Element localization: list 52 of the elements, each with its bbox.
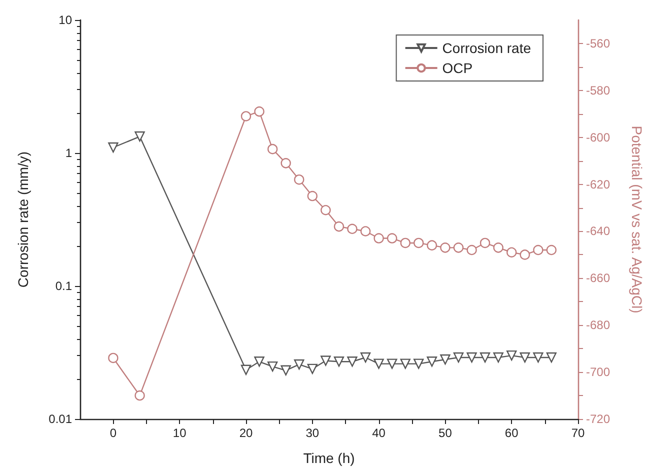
x-tick-label: 70 [571, 426, 585, 440]
point [480, 352, 490, 363]
point [267, 361, 278, 372]
y2-axis-title: Potential (mV vs sat. Ag/AgCl) [629, 126, 645, 314]
x-tick-label: 10 [172, 426, 187, 440]
point [254, 356, 264, 367]
point [347, 356, 358, 367]
x-axis-title: Time (h) [303, 450, 355, 466]
x-tick-label: 50 [438, 426, 452, 440]
point [440, 354, 450, 365]
point [334, 356, 344, 367]
x-tick-label: 20 [239, 426, 253, 440]
y2-tick-label: -680 [586, 318, 610, 332]
point [546, 352, 557, 363]
point [493, 352, 504, 363]
x-tick-label: 60 [504, 426, 519, 440]
legend-label: Corrosion rate [442, 40, 532, 56]
point [533, 352, 544, 363]
y2-tick-label: -700 [586, 365, 610, 380]
y-tick-label: 0.1 [55, 279, 72, 293]
y-tick-label: 10 [58, 13, 72, 27]
point [414, 358, 424, 369]
y-axis-title: Corrosion rate (mm/y) [15, 151, 31, 288]
point [134, 131, 145, 142]
x-tick-label: 0 [110, 426, 117, 440]
y2-tick-label: -580 [586, 83, 610, 98]
point [280, 365, 291, 376]
x-tick-label: 30 [306, 426, 320, 440]
point [520, 352, 530, 363]
point [386, 358, 398, 369]
point [320, 356, 331, 366]
point [453, 352, 464, 363]
point [307, 364, 318, 374]
point [400, 358, 410, 369]
y2-tick-label: -620 [586, 177, 610, 192]
point [426, 356, 438, 367]
point [360, 352, 371, 363]
point [374, 358, 384, 369]
point [466, 352, 477, 363]
point [240, 364, 252, 375]
y2-tick-label: -660 [586, 271, 610, 286]
point [506, 350, 517, 361]
y2-tick-label: -560 [586, 36, 610, 50]
point [294, 359, 304, 370]
y-tick-label: 1 [65, 146, 72, 160]
legend-label: OCP [442, 60, 473, 76]
y2-tick-label: -720 [586, 412, 610, 426]
point [108, 142, 118, 153]
y2-tick-label: -600 [586, 130, 610, 144]
x-tick-label: 40 [372, 426, 386, 440]
y2-tick-label: -640 [586, 224, 610, 238]
y-tick-label: 0.01 [48, 412, 72, 426]
